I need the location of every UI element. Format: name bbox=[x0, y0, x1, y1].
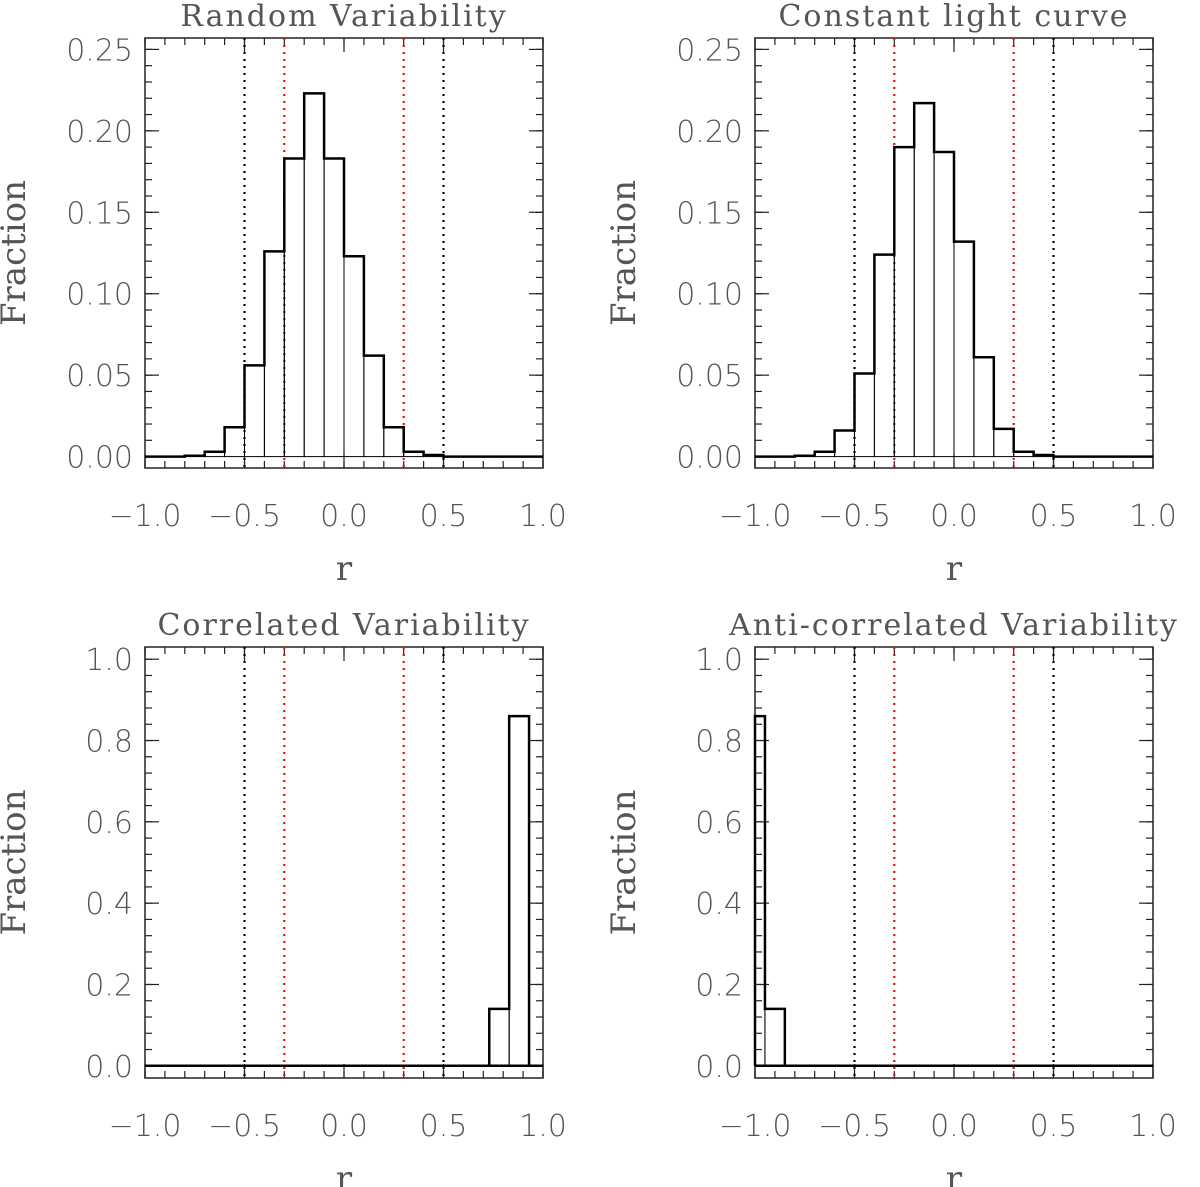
constant-light-curve-x-tick-label: 1.0 bbox=[1129, 499, 1177, 534]
panel-random-variability: −1.0 −0.5 0.0 0.5 1.0 0.00 0.05 0.10 0.15 0.20 0.2… bbox=[0, 0, 567, 589]
random-variability-histogram-bar bbox=[383, 426, 405, 458]
constant-light-curve-histogram-bar bbox=[873, 254, 895, 458]
random-variability-y-tick-label: 0.25 bbox=[66, 33, 133, 68]
random-variability-histogram-bar bbox=[343, 255, 365, 458]
correlated-variability-histogram-bar bbox=[488, 1008, 510, 1067]
constant-light-curve-y-tick-label: 0.15 bbox=[676, 196, 743, 231]
random-variability-y-tick-label: 0.20 bbox=[66, 115, 133, 150]
correlated-variability-x-axis-title: r bbox=[336, 1159, 353, 1187]
constant-light-curve-y-tick-label: 0.10 bbox=[676, 278, 743, 313]
random-variability-x-tick-label: −1.0 bbox=[109, 499, 182, 534]
anti-correlated-variability-x-tick-label: −1.0 bbox=[719, 1109, 792, 1144]
random-variability-title: Random Variability bbox=[180, 0, 507, 34]
constant-light-curve-histogram-bar bbox=[854, 373, 875, 458]
anti-correlated-variability-histogram-bar bbox=[764, 1008, 786, 1067]
random-variability-histogram-bar bbox=[283, 158, 305, 458]
anti-correlated-variability-x-tick-label: −0.5 bbox=[818, 1109, 891, 1144]
random-variability-histogram-bar bbox=[263, 250, 285, 458]
anti-correlated-variability-y-tick-label: 0.8 bbox=[695, 725, 743, 760]
constant-light-curve-histogram-bar bbox=[993, 428, 1015, 458]
random-variability-histogram-bar bbox=[303, 92, 325, 458]
constant-light-curve-y-tick-label: 0.00 bbox=[676, 441, 743, 476]
anti-correlated-variability-x-tick-label: 0.5 bbox=[1030, 1109, 1078, 1144]
random-variability-x-tick-label: 0.5 bbox=[420, 499, 468, 534]
correlated-variability-y-tick-label: 0.6 bbox=[85, 806, 133, 841]
random-variability-histogram-bar bbox=[363, 355, 385, 458]
random-variability-x-tick-label: 1.0 bbox=[519, 499, 567, 534]
constant-light-curve-x-tick-label: 0.5 bbox=[1030, 499, 1078, 534]
anti-correlated-variability-histogram-outline bbox=[753, 714, 787, 1066]
correlated-variability-x-tick-label: −1.0 bbox=[109, 1109, 182, 1144]
constant-light-curve-x-axis-title: r bbox=[946, 549, 963, 589]
correlated-variability-y-tick-label: 0.4 bbox=[85, 887, 133, 922]
anti-correlated-variability-x-tick-label: 1.0 bbox=[1129, 1109, 1177, 1144]
correlated-variability-x-tick-label: 1.0 bbox=[519, 1109, 567, 1144]
constant-light-curve-y-tick-label: 0.25 bbox=[676, 33, 743, 68]
constant-light-curve-histogram-bar bbox=[794, 455, 816, 458]
random-variability-y-tick-label: 0.05 bbox=[66, 359, 133, 394]
constant-light-curve-histogram-bar bbox=[1033, 454, 1054, 458]
anti-correlated-variability-x-axis-title: r bbox=[946, 1159, 963, 1187]
random-variability-histogram-bar bbox=[244, 364, 265, 458]
correlated-variability-y-axis-title: Fraction bbox=[0, 789, 34, 935]
random-variability-histogram-bar bbox=[184, 455, 206, 458]
correlated-variability-y-tick-label: 1.0 bbox=[85, 643, 133, 678]
panel-correlated-variability: −1.0 −0.5 0.0 0.5 1.0 0.0 0.2 0.4 0.6 0.8 1.0 Corre… bbox=[0, 608, 567, 1187]
panel-constant-light-curve: −1.0 −0.5 0.0 0.5 1.0 0.00 0.05 0.10 0.15 0.20 0.2… bbox=[604, 0, 1177, 589]
correlated-variability-histogram-bar bbox=[508, 715, 530, 1067]
constant-light-curve-histogram-bar bbox=[893, 146, 915, 458]
anti-correlated-variability-histogram-bar bbox=[754, 715, 766, 1067]
constant-light-curve-histogram-bar bbox=[834, 430, 855, 458]
anti-correlated-variability-y-tick-label: 0.6 bbox=[695, 806, 743, 841]
constant-light-curve-x-tick-label: −0.5 bbox=[818, 499, 891, 534]
correlated-variability-title: Correlated Variability bbox=[157, 608, 530, 643]
correlated-variability-frame bbox=[144, 646, 544, 1079]
anti-correlated-variability-title: Anti-correlated Variability bbox=[728, 608, 1179, 643]
anti-correlated-variability-y-tick-label: 0.4 bbox=[695, 887, 743, 922]
constant-light-curve-histogram-bar bbox=[1013, 451, 1035, 458]
constant-light-curve-histogram-bar bbox=[933, 151, 955, 458]
constant-light-curve-y-tick-label: 0.20 bbox=[676, 115, 743, 150]
constant-light-curve-x-tick-label: −1.0 bbox=[719, 499, 792, 534]
constant-light-curve-y-axis-title: Fraction bbox=[604, 180, 644, 326]
correlated-variability-y-tick-label: 0.8 bbox=[85, 725, 133, 760]
constant-light-curve-histogram-bar bbox=[913, 102, 935, 458]
constant-light-curve-histogram-bar bbox=[973, 356, 995, 458]
random-variability-x-tick-label: 0.0 bbox=[320, 499, 368, 534]
random-variability-y-tick-label: 0.15 bbox=[66, 196, 133, 231]
correlated-variability-x-tick-label: 0.5 bbox=[420, 1109, 468, 1144]
anti-correlated-variability-y-tick-label: 0.0 bbox=[695, 1050, 743, 1085]
random-variability-histogram-bar bbox=[224, 426, 246, 458]
panel-anti-correlated-variability: −1.0 −0.5 0.0 0.5 1.00.00.20.40.60.81.0Anti-… bbox=[604, 608, 1179, 1187]
constant-light-curve-y-tick-label: 0.05 bbox=[676, 359, 743, 394]
constant-light-curve-histogram-bar bbox=[953, 241, 975, 458]
anti-correlated-variability-y-axis-title: Fraction bbox=[604, 789, 644, 935]
correlated-variability-y-tick-label: 0.2 bbox=[85, 968, 133, 1003]
constant-light-curve-title: Constant light curve bbox=[778, 0, 1129, 34]
random-variability-histogram-bar bbox=[403, 451, 425, 458]
random-variability-histogram-bar bbox=[423, 454, 445, 458]
anti-correlated-variability-y-tick-label: 0.2 bbox=[695, 968, 743, 1003]
random-variability-y-tick-label: 0.00 bbox=[66, 441, 133, 476]
random-variability-x-tick-label: −0.5 bbox=[208, 499, 281, 534]
random-variability-y-axis-title: Fraction bbox=[0, 180, 34, 326]
correlated-variability-x-tick-label: 0.0 bbox=[320, 1109, 368, 1144]
random-variability-x-axis-title: r bbox=[336, 549, 353, 589]
random-variability-histogram-bar bbox=[323, 158, 345, 458]
constant-light-curve-x-tick-label: 0.0 bbox=[930, 499, 978, 534]
correlated-variability-x-tick-label: −0.5 bbox=[208, 1109, 281, 1144]
anti-correlated-variability-x-tick-label: 0.0 bbox=[930, 1109, 978, 1144]
correlated-variability-y-tick-label: 0.0 bbox=[85, 1050, 133, 1085]
random-variability-y-tick-label: 0.10 bbox=[66, 278, 133, 313]
anti-correlated-variability-frame bbox=[754, 646, 1154, 1079]
anti-correlated-variability-y-tick-label: 1.0 bbox=[695, 643, 743, 678]
